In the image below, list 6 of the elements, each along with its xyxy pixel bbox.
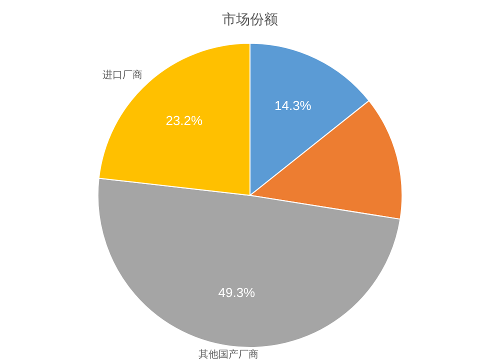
- data-label: 14.3%: [274, 98, 312, 113]
- data-label: 49.3%: [218, 284, 256, 300]
- data-label: 23.2%: [166, 113, 204, 128]
- slice-label: 其他国产厂商: [198, 348, 258, 361]
- slice-label: 进口厂商: [102, 68, 143, 81]
- chart-title: 市场份额: [222, 12, 278, 28]
